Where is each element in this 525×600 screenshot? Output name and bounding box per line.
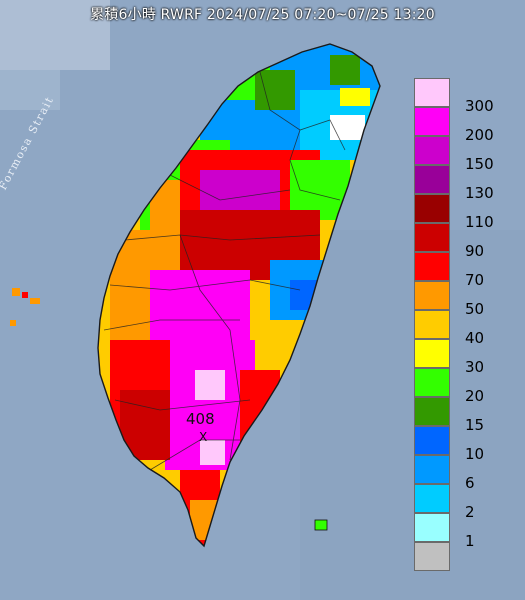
max-rainfall-marker: X: [199, 430, 208, 444]
county-boundaries: [103, 71, 346, 471]
legend-swatch: [414, 165, 450, 194]
taiwan-outline: [97, 43, 381, 548]
legend-label: 70: [465, 271, 485, 289]
legend-label: 30: [465, 358, 485, 376]
legend-label: 2: [465, 503, 475, 521]
legend-label: 150: [465, 155, 494, 173]
legend-swatch: [414, 542, 450, 571]
legend-swatch: [414, 368, 450, 397]
legend-swatch: [414, 78, 450, 107]
legend-swatch: [414, 484, 450, 513]
legend-swatch: [414, 223, 450, 252]
legend-swatch: [414, 252, 450, 281]
legend-label: 15: [465, 416, 485, 434]
legend-swatch: [414, 194, 450, 223]
map-title: 累積6小時 RWRF 2024/07/25 07:20~07/25 13:20: [90, 7, 435, 23]
legend-label: 40: [465, 329, 485, 347]
legend-label: 90: [465, 242, 485, 260]
legend-label: 50: [465, 300, 485, 318]
legend-label: 110: [465, 213, 494, 231]
legend-label: 130: [465, 184, 494, 202]
legend-label: 10: [465, 445, 485, 463]
legend-label: 20: [465, 387, 485, 405]
legend-label: 300: [465, 97, 494, 115]
legend-label: 200: [465, 126, 494, 144]
max-rainfall-label: 408: [186, 410, 215, 428]
legend-swatch: [414, 455, 450, 484]
legend-label: 1: [465, 532, 475, 550]
legend-label: 6: [465, 474, 475, 492]
legend-swatch: [414, 397, 450, 426]
legend-swatch: [414, 426, 450, 455]
legend-swatch: [414, 281, 450, 310]
legend-swatch: [414, 310, 450, 339]
legend-swatch: [414, 107, 450, 136]
legend-swatch: [414, 136, 450, 165]
legend-swatch: [414, 339, 450, 368]
legend-swatch: [414, 513, 450, 542]
